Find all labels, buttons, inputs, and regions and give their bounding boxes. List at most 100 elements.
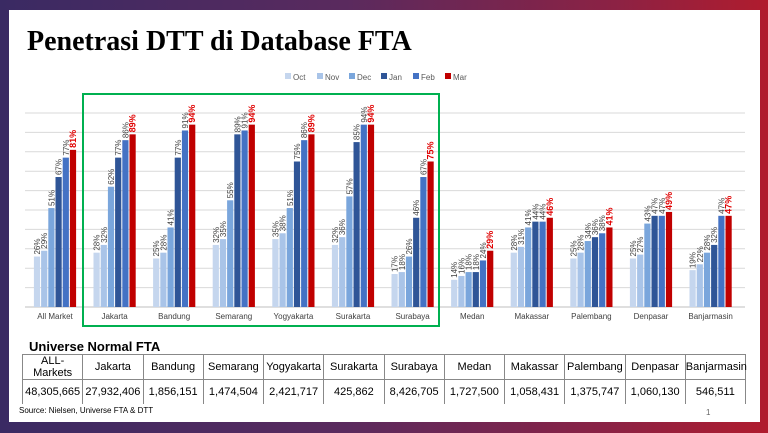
source-note: Source: Nielsen, Universe FTA & DTT <box>19 406 154 415</box>
bar-dec <box>584 241 591 307</box>
data-label: 17% <box>391 256 400 272</box>
data-label: 24% <box>479 242 488 258</box>
legend-swatch-feb <box>413 73 419 79</box>
x-tick-label: Medan <box>460 312 484 321</box>
bar-jan <box>591 237 599 307</box>
bar-chart: 26%29%51%67%77%81%All Market28%32%62%77%… <box>25 73 745 321</box>
data-label: 35% <box>219 221 228 237</box>
table-cell: 546,511 <box>684 379 747 404</box>
table-cell: 27,932,406 <box>82 379 144 404</box>
bar-jan <box>472 272 479 307</box>
data-label: 51% <box>47 190 56 206</box>
table-cell: 1,474,504 <box>202 379 265 404</box>
bar-dec <box>703 252 711 307</box>
data-label: 75% <box>426 141 436 159</box>
bar-nov <box>219 239 227 307</box>
x-tick-label: Jakarta <box>101 312 128 321</box>
legend-swatch-jan <box>381 73 387 79</box>
bar-feb <box>301 140 308 307</box>
table-cell: 1,856,151 <box>142 379 204 404</box>
bar-dec <box>346 196 353 307</box>
bar-nov <box>339 237 346 307</box>
data-label: 26% <box>405 239 414 255</box>
bar-jan <box>234 134 241 307</box>
data-label: 47% <box>651 198 660 214</box>
data-label: 43% <box>643 206 652 222</box>
bar-feb <box>658 215 665 307</box>
data-label: 77% <box>174 140 183 156</box>
legend-swatch-dec <box>349 73 355 79</box>
legend-label: Feb <box>421 73 435 82</box>
data-label: 67% <box>419 159 428 175</box>
data-label: 41% <box>524 209 533 225</box>
data-label: 85% <box>353 124 362 140</box>
bar-oct <box>212 244 219 307</box>
x-tick-label: Palembang <box>571 312 611 321</box>
table-cell: 1,375,747 <box>564 379 626 404</box>
data-label: 16% <box>457 258 466 274</box>
data-label: 18% <box>465 254 474 270</box>
bar-mar <box>427 161 434 307</box>
bar-feb <box>122 140 129 307</box>
bar-feb <box>241 130 248 307</box>
data-label: 18% <box>472 254 481 270</box>
table-cell: 425,862 <box>323 379 385 404</box>
data-label: 57% <box>345 178 354 194</box>
data-label: 22% <box>696 246 705 262</box>
bar-dec <box>286 208 293 307</box>
table-header-cell: Banjarmasin <box>684 354 747 380</box>
bar-nov <box>458 275 465 307</box>
data-label: 94% <box>187 105 197 123</box>
legend-label: Jan <box>389 73 402 82</box>
bar-feb <box>420 177 427 307</box>
data-label: 55% <box>226 182 235 198</box>
bar-nov <box>100 244 107 307</box>
bar-mar <box>129 134 136 307</box>
data-label: 47% <box>724 196 734 214</box>
x-tick-label: Bandung <box>158 312 190 321</box>
data-label: 51% <box>286 190 295 206</box>
table-cell: 8,426,705 <box>383 379 445 404</box>
bar-jan <box>293 161 301 307</box>
bar-nov <box>696 264 703 307</box>
bar-oct <box>331 244 339 307</box>
bar-dec <box>227 200 234 307</box>
data-label: 44% <box>531 204 540 220</box>
data-label: 94% <box>360 107 369 123</box>
bar-dec <box>405 256 413 307</box>
legend-swatch-oct <box>285 73 291 79</box>
bar-jan <box>711 244 718 307</box>
bar-oct <box>272 239 279 307</box>
bar-jan <box>353 142 360 307</box>
table-header-cell: Makassar <box>503 354 566 380</box>
highlight-box <box>82 93 440 327</box>
bar-dec <box>167 227 174 307</box>
bar-mar <box>189 124 196 307</box>
x-tick-label: Surabaya <box>395 312 430 321</box>
data-label: 29% <box>485 231 495 249</box>
data-label: 49% <box>664 192 674 210</box>
data-label: 86% <box>300 122 309 138</box>
data-label: 28% <box>93 235 102 251</box>
bar-nov <box>41 250 48 307</box>
table-header-cell: Medan <box>443 354 506 380</box>
data-label: 67% <box>55 159 64 175</box>
bar-oct <box>451 279 458 307</box>
table-header-cell: Denpasar <box>624 354 686 380</box>
bar-oct <box>689 270 696 307</box>
x-tick-label: All Market <box>37 312 73 321</box>
table-row: 48,305,665 27,932,406 1,856,151 1,474,504 2,… <box>21 379 747 404</box>
bar-nov <box>160 252 167 307</box>
universe-title: Universe Normal FTA <box>29 339 161 354</box>
table-header-cell: Yogyakarta <box>262 354 325 380</box>
bar-feb <box>62 157 69 307</box>
legend-label: Mar <box>453 73 467 82</box>
page-number: 1 <box>706 408 711 417</box>
universe-table: ALL-Markets Jakarta Bandung Semarang Yogyaka… <box>21 354 747 404</box>
x-tick-label: Semarang <box>215 312 252 321</box>
data-label: 29% <box>40 233 49 249</box>
data-label: 89% <box>128 114 138 132</box>
bar-mar <box>308 134 315 307</box>
data-label: 44% <box>539 204 548 220</box>
bar-nov <box>398 272 405 307</box>
